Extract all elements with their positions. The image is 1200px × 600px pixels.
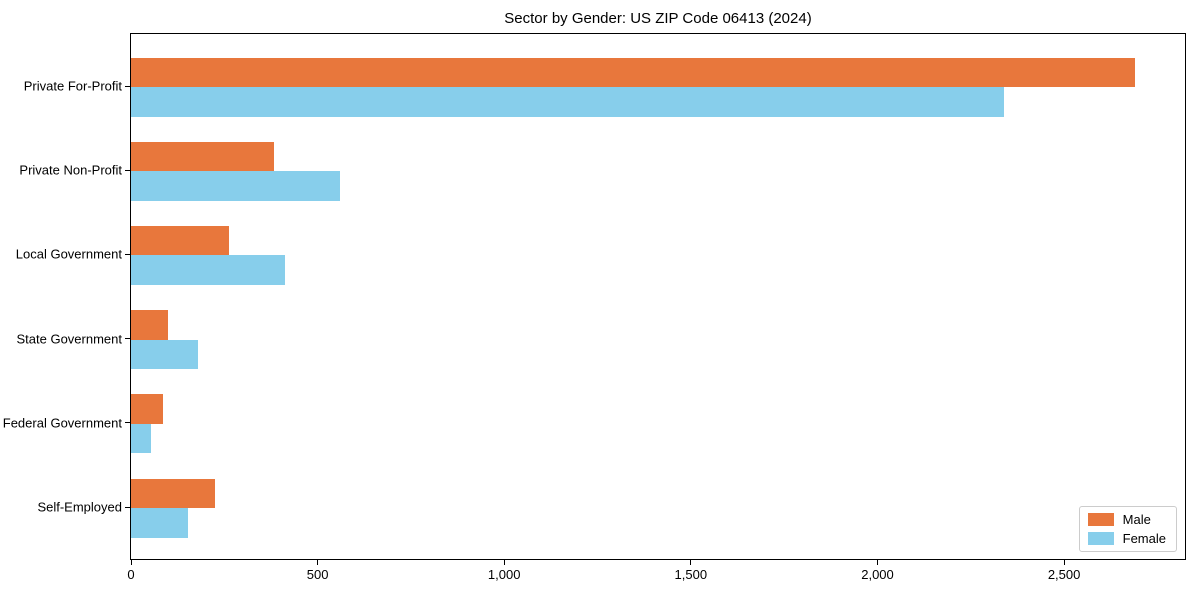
legend-swatch-female [1087, 532, 1114, 545]
legend-label-male: Male [1122, 512, 1151, 527]
x-tick-mark [317, 560, 319, 565]
y-tick-mark [125, 253, 130, 255]
bar-female-2 [131, 255, 285, 285]
x-tick-mark [877, 560, 878, 565]
legend-swatch-male [1087, 513, 1114, 526]
y-tick-mark [125, 85, 130, 87]
x-tick-label: 0 [127, 567, 135, 582]
bar-male-3 [131, 310, 168, 340]
legend-item-male: Male [1087, 512, 1166, 527]
x-tick-label: 1,500 [674, 567, 708, 582]
y-tick-label: Self-Employed [37, 499, 122, 515]
y-tick-label: Federal Government [2, 415, 122, 431]
y-tick-label: Private For-Profit [23, 78, 122, 94]
y-tick-mark [125, 506, 130, 508]
y-tick-label: Local Government [15, 246, 122, 262]
x-tick-mark [1063, 560, 1065, 565]
y-tick-mark [125, 338, 130, 340]
legend-label-female: Female [1122, 531, 1166, 546]
chart-title: Sector by Gender: US ZIP Code 06413 (202… [504, 10, 812, 27]
bar-male-5 [131, 478, 215, 508]
bar-male-1 [131, 141, 274, 172]
bar-female-1 [131, 171, 340, 201]
x-tick-mark [690, 560, 692, 565]
y-tick-label: Private Non-Profit [19, 162, 122, 178]
x-tick-label: 2,000 [861, 567, 894, 582]
y-tick-mark [125, 169, 130, 171]
bar-female-5 [131, 508, 188, 538]
x-tick-label: 1,000 [487, 567, 521, 582]
bar-male-4 [131, 394, 164, 424]
bar-male-0 [131, 57, 1135, 88]
bar-female-4 [131, 423, 151, 454]
y-tick-label: State Government [16, 331, 123, 347]
y-tick-mark [125, 422, 130, 424]
x-tick-label: 2,500 [1047, 567, 1081, 582]
x-tick-mark [503, 560, 505, 565]
plot-area: Male Female [130, 33, 1186, 560]
x-tick-label: 500 [306, 567, 329, 582]
x-tick-mark [130, 560, 132, 565]
bar-female-3 [131, 339, 198, 370]
legend: Male Female [1078, 506, 1177, 552]
bar-female-0 [131, 87, 1005, 117]
legend-item-female: Female [1087, 531, 1166, 546]
bar-male-2 [131, 225, 229, 256]
